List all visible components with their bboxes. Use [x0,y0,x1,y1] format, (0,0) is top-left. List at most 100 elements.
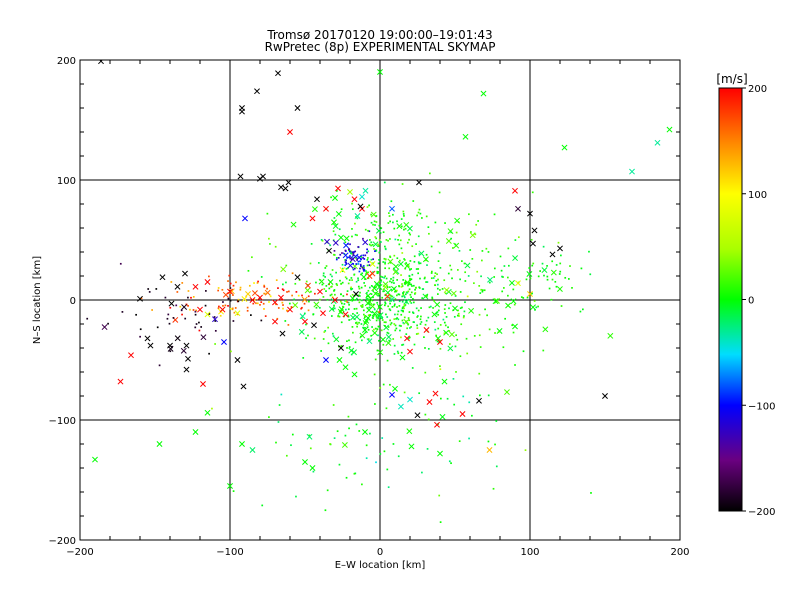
data-point [374,358,377,361]
data-point [383,276,386,279]
data-point [251,256,253,259]
data-point [424,371,427,374]
data-point [424,323,427,326]
data-point [260,276,263,278]
data-point [504,317,507,320]
data-point [408,319,411,322]
data-point [338,228,341,231]
data-point-cross [249,447,256,453]
data-point [305,323,307,326]
data-point [227,280,229,282]
data-point-cross [406,225,413,232]
data-point [370,244,372,247]
x-tick-label: 100 [520,547,539,558]
data-point [354,472,357,475]
data-point [408,327,411,329]
data-point [404,267,407,270]
data-point [359,291,361,294]
data-point [445,316,448,318]
data-point-cross [101,324,108,331]
data-point-cross [362,187,369,194]
data-point [378,319,381,322]
data-point [377,334,379,337]
data-point [390,288,393,291]
data-point [171,345,173,348]
data-point [341,270,344,273]
data-point [281,288,284,291]
data-point [274,245,277,248]
data-point [192,296,195,298]
data-point [329,244,332,247]
data-point-cross [156,441,163,447]
data-point [379,387,382,389]
data-point [426,294,428,297]
data-point [418,286,421,289]
data-point [214,343,216,345]
data-point [431,296,434,299]
data-point [280,298,283,301]
data-point [239,288,242,291]
data-point [384,321,387,324]
data-point [329,294,332,297]
data-point [325,290,327,292]
data-point [363,258,366,260]
data-point [400,313,403,316]
data-point [501,290,504,293]
data-point [543,274,545,277]
data-point-cross [280,266,287,273]
data-point [287,290,290,293]
data-point [403,304,406,306]
data-point [403,282,406,285]
data-point [400,309,403,312]
data-point [417,211,420,214]
data-point-cross [550,269,557,276]
data-point [388,267,391,270]
data-point [355,321,358,324]
data-point [347,301,350,304]
data-point [522,297,525,299]
data-point [333,217,336,219]
data-point-cross [397,403,404,410]
data-point [377,243,379,246]
data-point [370,221,373,224]
data-point [346,293,348,296]
data-point [462,316,465,319]
data-point [393,304,396,307]
data-point [369,314,372,316]
data-point [392,221,394,224]
data-point [453,315,456,318]
data-point-cross [332,297,338,303]
data-point [390,281,393,284]
data-point [408,288,411,291]
data-point [360,339,363,342]
data-point-cross [183,366,190,373]
data-point [380,329,383,332]
data-point [368,204,370,207]
data-point [367,277,370,280]
data-point [488,281,491,284]
data-point [580,267,583,270]
data-point [358,298,361,301]
data-point [217,289,220,292]
data-point-cross [407,396,413,403]
data-point-cross [377,69,383,75]
data-point [368,243,371,246]
data-point [355,263,358,265]
data-point [327,342,330,345]
data-point [364,284,367,287]
data-point [400,336,402,339]
data-point-cross [515,280,521,287]
data-point [379,453,382,455]
data-point [365,273,367,275]
data-point [394,238,397,241]
data-point [442,318,445,321]
data-point [376,328,379,330]
data-point [356,323,359,326]
data-point [359,260,361,263]
data-point [419,323,422,325]
data-point [184,317,187,320]
data-point [520,296,523,298]
data-point [236,313,239,316]
data-point [460,323,463,326]
data-point [399,329,401,332]
